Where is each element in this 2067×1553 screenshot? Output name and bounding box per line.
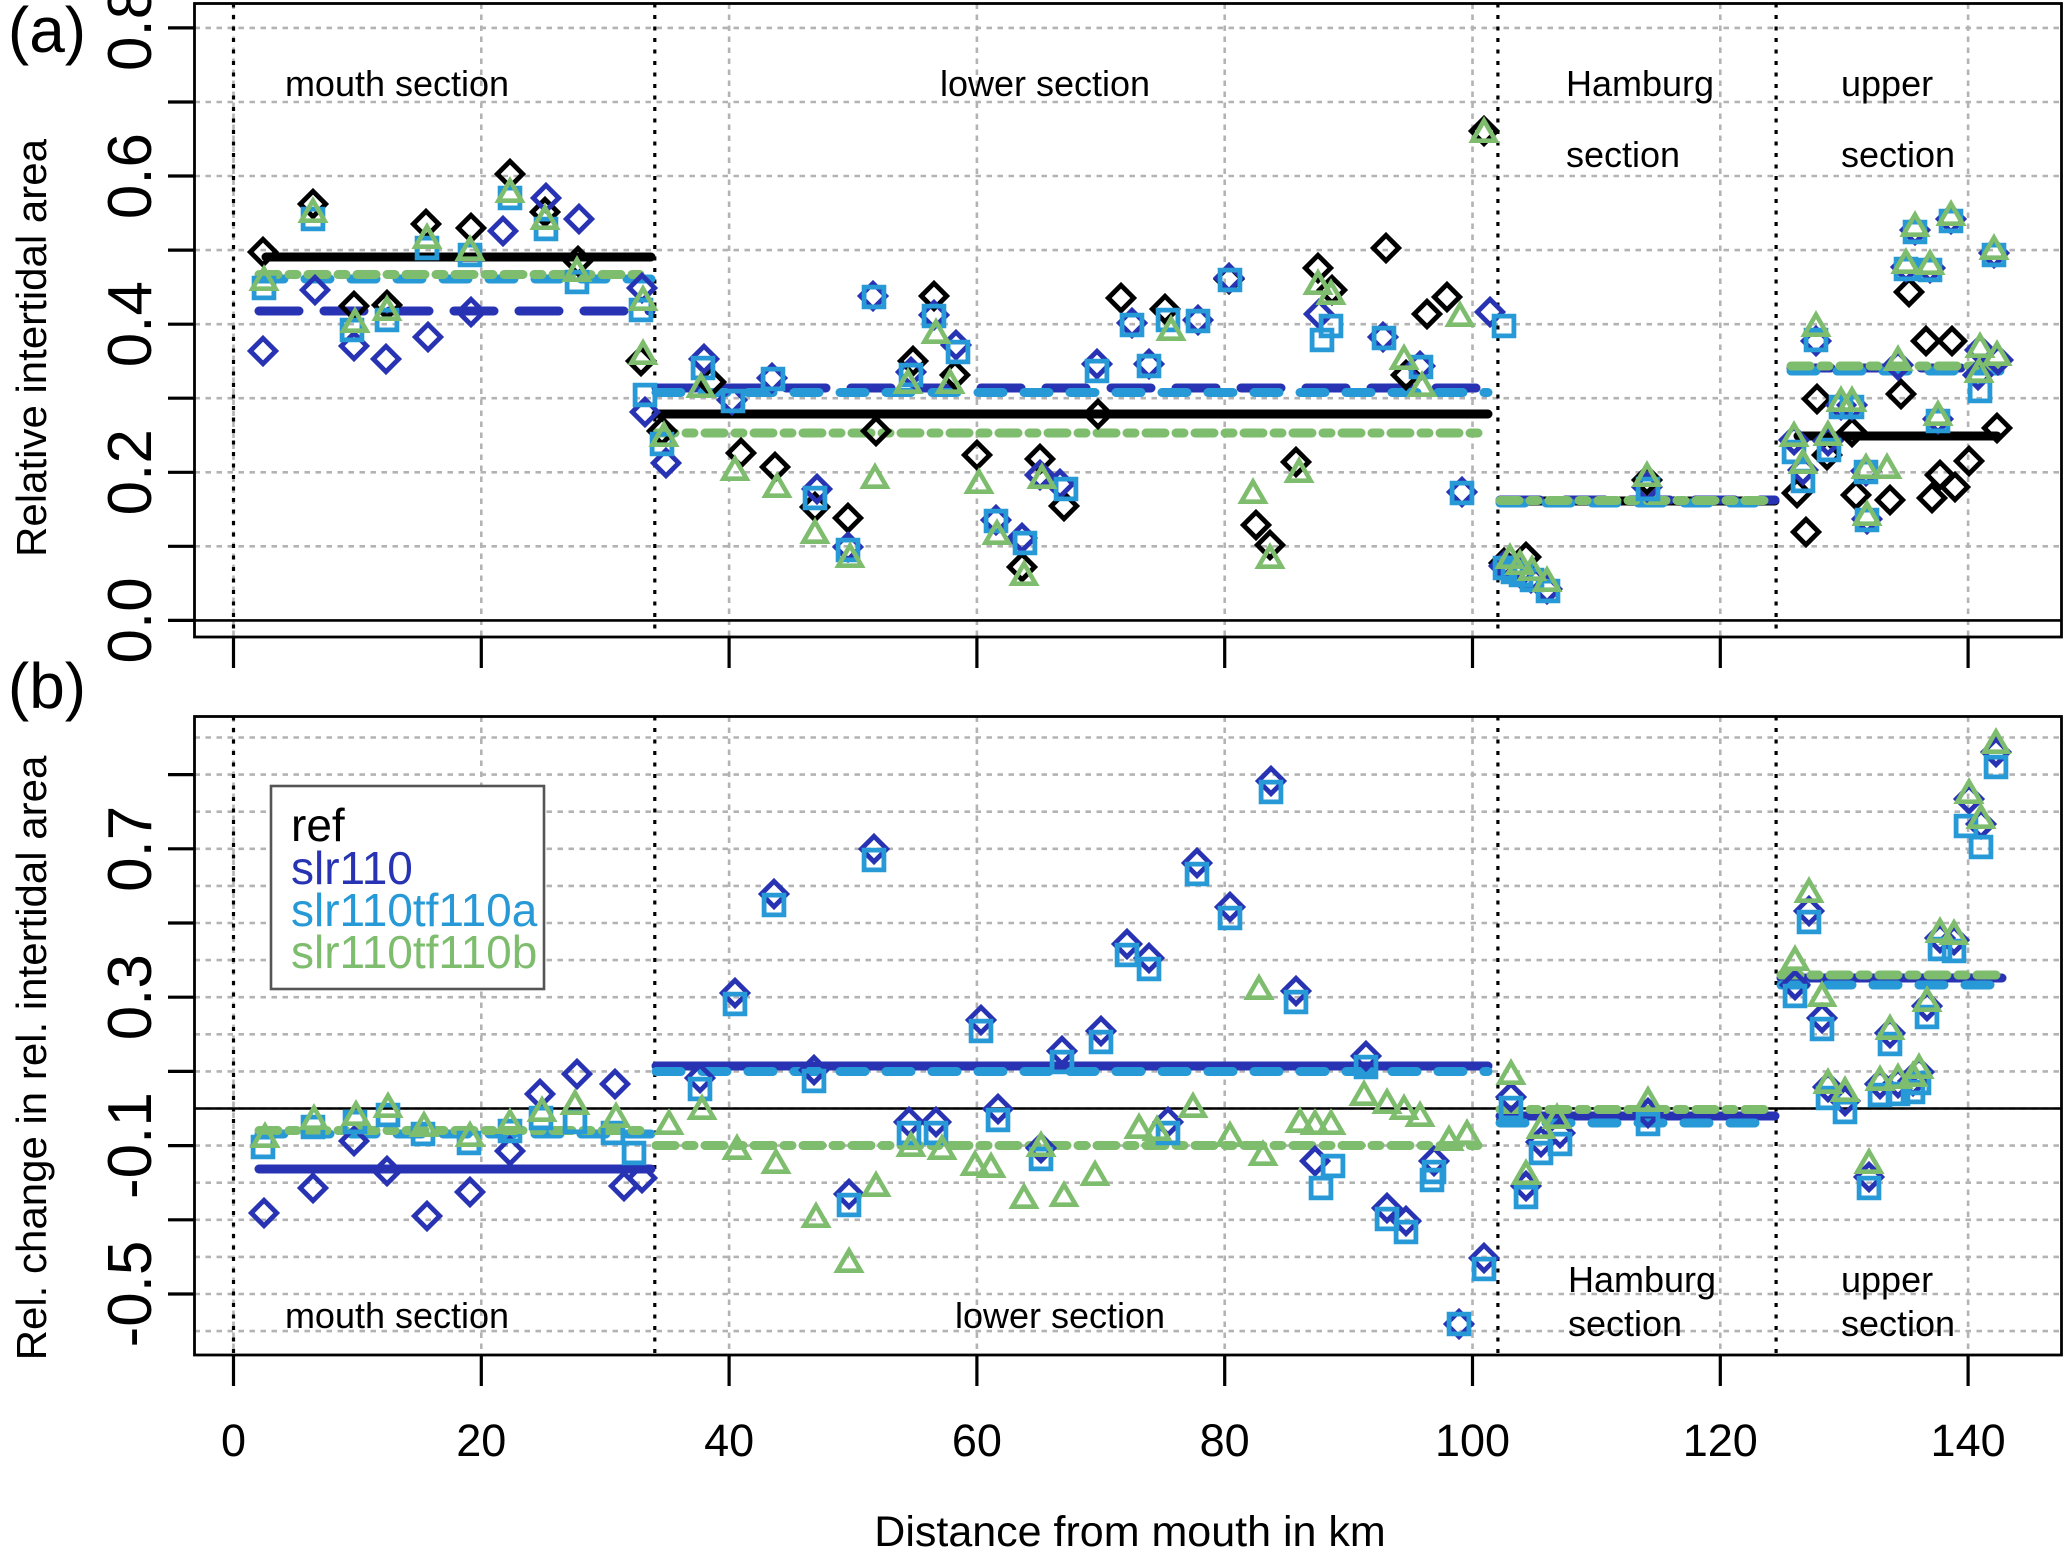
svg-text:80: 80 — [1200, 1415, 1250, 1466]
svg-text:(b): (b) — [8, 650, 86, 722]
svg-text:0.7: 0.7 — [96, 806, 165, 892]
svg-text:120: 120 — [1683, 1415, 1758, 1466]
svg-text:(a): (a) — [8, 0, 86, 66]
svg-text:60: 60 — [952, 1415, 1002, 1466]
svg-text:0.0: 0.0 — [96, 577, 165, 663]
svg-text:40: 40 — [704, 1415, 754, 1466]
svg-text:Rel. change in rel. intertidal: Rel. change in rel. intertidal area — [8, 755, 55, 1360]
svg-text:0.2: 0.2 — [96, 429, 165, 515]
svg-text:section: section — [1566, 134, 1680, 175]
svg-text:100: 100 — [1435, 1415, 1510, 1466]
svg-text:slr110: slr110 — [291, 842, 413, 894]
svg-text:0: 0 — [221, 1415, 246, 1466]
svg-text:upper: upper — [1841, 63, 1933, 104]
svg-text:lower section: lower section — [955, 1295, 1165, 1336]
svg-text:section: section — [1568, 1303, 1682, 1344]
svg-text:0.4: 0.4 — [96, 281, 165, 367]
svg-text:ref: ref — [291, 799, 345, 851]
svg-text:Relative intertidal area: Relative intertidal area — [8, 138, 55, 557]
svg-text:upper: upper — [1841, 1259, 1933, 1300]
svg-text:section: section — [1841, 134, 1955, 175]
svg-text:slr110tf110b: slr110tf110b — [291, 926, 537, 978]
svg-text:Hamburg: Hamburg — [1566, 63, 1714, 104]
svg-text:Distance from mouth in km: Distance from mouth in km — [874, 1508, 1385, 1548]
svg-text:0.8: 0.8 — [96, 0, 165, 71]
svg-text:0.3: 0.3 — [96, 954, 165, 1040]
svg-text:mouth section: mouth section — [285, 63, 509, 104]
svg-text:140: 140 — [1931, 1415, 2006, 1466]
svg-text:-0.5: -0.5 — [96, 1241, 165, 1348]
svg-text:20: 20 — [456, 1415, 506, 1466]
svg-text:lower section: lower section — [940, 63, 1150, 104]
svg-text:mouth section: mouth section — [285, 1295, 509, 1336]
svg-text:slr110tf110a: slr110tf110a — [291, 884, 538, 936]
svg-text:-0.1: -0.1 — [96, 1092, 165, 1199]
svg-text:0.6: 0.6 — [96, 133, 165, 219]
svg-text:section: section — [1841, 1303, 1955, 1344]
svg-text:Hamburg: Hamburg — [1568, 1259, 1716, 1300]
